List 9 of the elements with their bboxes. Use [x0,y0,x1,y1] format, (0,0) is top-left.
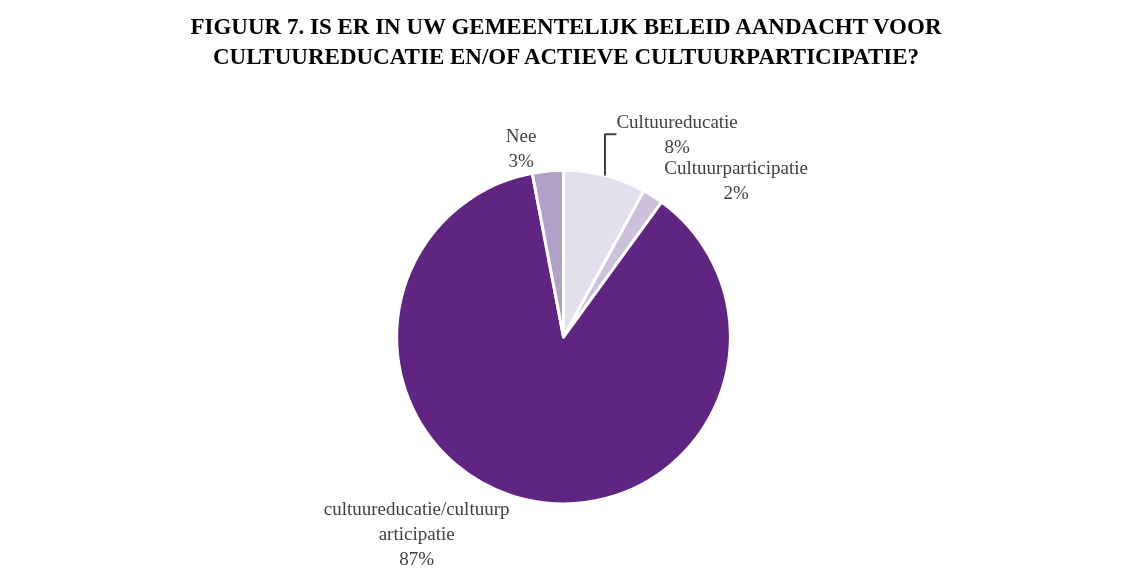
slice-label: cultuureducatie/cultuurparticipatie [323,498,510,544]
slice-label: Cultuureducatie [616,111,738,133]
slice-label: Nee [505,125,537,147]
data-label: 8% [664,136,690,158]
chart-title: FIGUUR 7. IS ER IN UW GEMEENTELIJK BELEID AANDACHT VOOR CULTUUREDUCATIE EN/OF ACTIEVE CULTUURPARTICIPATIE? [190,14,942,70]
data-label: 3% [508,150,534,172]
data-label: 2% [723,181,749,203]
slice-label: Cultuurparticipatie [664,157,808,179]
data-label: 87% [399,547,435,569]
